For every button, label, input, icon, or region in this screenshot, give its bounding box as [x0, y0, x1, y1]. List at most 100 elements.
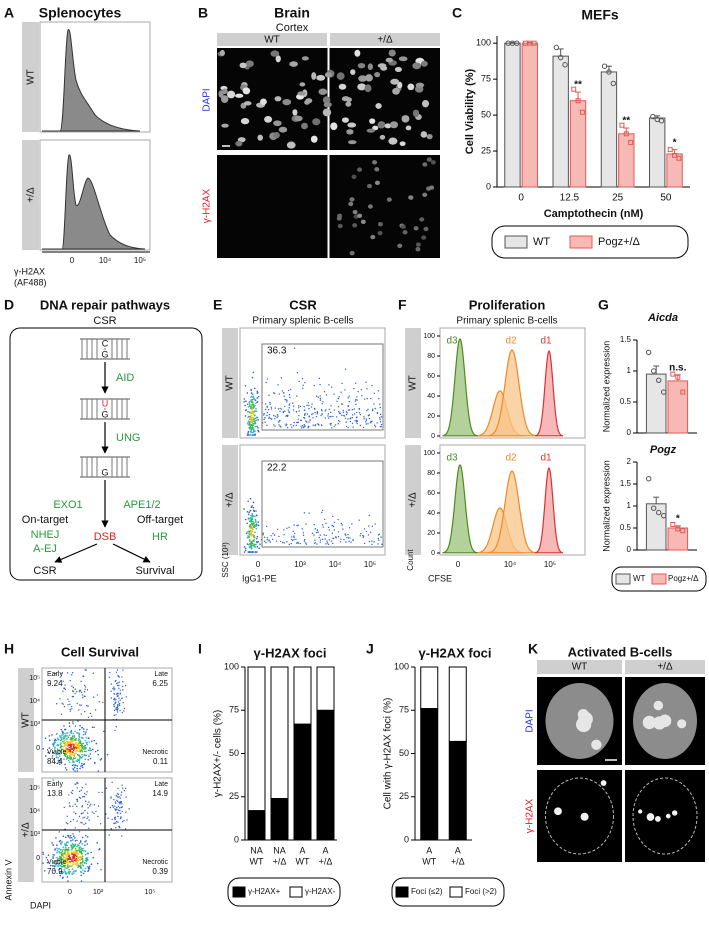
- event: [69, 748, 72, 751]
- event: [74, 863, 77, 866]
- nucleus: [394, 66, 402, 72]
- event: [250, 414, 253, 417]
- event: [81, 861, 84, 864]
- event: [274, 418, 276, 420]
- event: [252, 536, 255, 538]
- event: [305, 523, 307, 525]
- event: [76, 798, 78, 800]
- event: [61, 702, 63, 704]
- break: DSB: [94, 531, 117, 543]
- event: [250, 428, 253, 431]
- nucleus: [405, 125, 412, 131]
- event: [333, 521, 335, 524]
- event: [252, 522, 254, 525]
- y-tick-label: 0.5: [620, 397, 632, 406]
- event: [97, 805, 100, 807]
- event: [54, 746, 56, 749]
- event: [93, 812, 95, 815]
- event: [243, 400, 245, 403]
- event: [78, 796, 81, 799]
- event: [359, 413, 362, 416]
- event: [64, 688, 67, 691]
- event: [60, 852, 63, 854]
- event: [70, 839, 72, 842]
- plot-frame: [239, 327, 386, 439]
- event: [302, 534, 305, 537]
- event: [247, 513, 250, 516]
- event: [79, 840, 82, 842]
- event: [75, 737, 78, 740]
- event: [337, 406, 340, 408]
- event: [68, 752, 71, 755]
- event: [119, 797, 122, 799]
- event: [288, 404, 290, 406]
- event: [347, 409, 349, 411]
- event: [122, 669, 124, 671]
- event: [63, 865, 66, 868]
- event: [283, 395, 285, 397]
- event: [346, 425, 348, 428]
- event: [71, 751, 74, 753]
- event: [374, 424, 376, 426]
- event: [69, 805, 71, 807]
- event: [62, 690, 64, 692]
- event: [85, 840, 87, 842]
- event: [93, 739, 96, 742]
- event: [54, 751, 57, 753]
- event: [116, 706, 119, 709]
- y-tick-label: 10³: [30, 831, 41, 838]
- event: [78, 709, 80, 711]
- y-axis-label: Cell with γ-H2AX foci (%): [383, 698, 394, 810]
- event: [62, 846, 65, 849]
- event: [74, 854, 77, 856]
- event: [333, 393, 335, 395]
- nucleus: [336, 72, 345, 80]
- event: [49, 864, 52, 867]
- bar-segment: [270, 666, 289, 799]
- data-point: [571, 86, 577, 92]
- event: [88, 867, 91, 870]
- event: [77, 747, 80, 750]
- event: [119, 803, 121, 805]
- data-point: [670, 521, 676, 527]
- y-tick-label: 1.5: [620, 479, 632, 488]
- event: [76, 753, 79, 756]
- event: [58, 763, 61, 766]
- event: [81, 864, 83, 866]
- event: [72, 695, 75, 698]
- event: [70, 729, 73, 732]
- y-tick-label: 50: [399, 748, 409, 758]
- event: [256, 401, 258, 404]
- y-tick-label: 75: [399, 705, 409, 715]
- event: [278, 535, 280, 538]
- event: [251, 551, 253, 553]
- event: [72, 863, 74, 865]
- nucleus: [304, 100, 310, 105]
- event: [316, 543, 318, 545]
- event: [119, 812, 122, 815]
- event: [254, 519, 257, 521]
- nucleus: [429, 185, 435, 190]
- event: [62, 703, 64, 705]
- bar-segment: [448, 666, 467, 742]
- event: [293, 421, 295, 424]
- event: [288, 411, 290, 413]
- event: [77, 843, 79, 846]
- row-strip: [222, 445, 238, 555]
- event: [115, 726, 118, 728]
- event: [108, 834, 110, 836]
- event: [88, 747, 91, 749]
- event: [257, 429, 260, 432]
- event: [62, 835, 65, 838]
- event: [99, 759, 102, 761]
- event: [255, 402, 257, 405]
- event: [96, 862, 99, 865]
- event: [377, 390, 379, 392]
- event: [124, 787, 127, 789]
- event: [321, 524, 324, 526]
- event: [255, 537, 258, 540]
- event: [73, 850, 76, 853]
- event: [81, 766, 84, 769]
- event: [63, 864, 65, 866]
- base: G: [101, 467, 108, 477]
